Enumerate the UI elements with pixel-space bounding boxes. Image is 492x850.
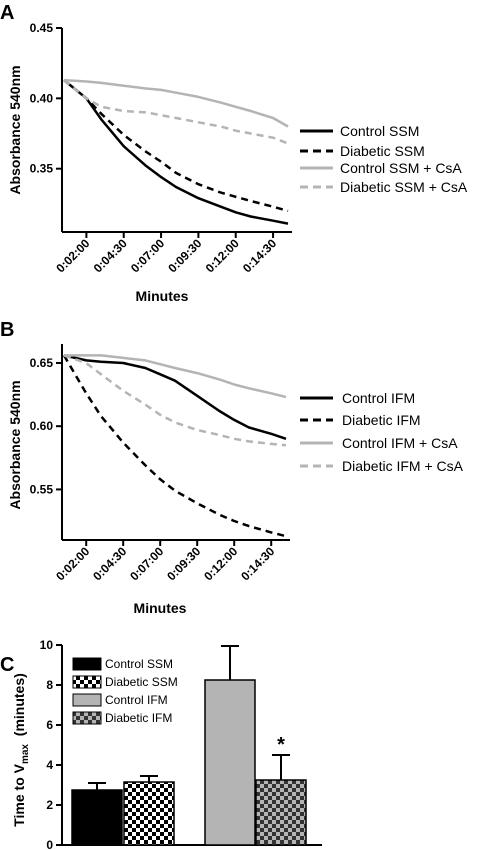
x-tick-label: 0:09:30 (164, 544, 203, 583)
legend-swatch-bar-diabetic-ssm (72, 675, 102, 689)
legend-label-diabetic-ifm: Diabetic IFM (342, 412, 421, 428)
panel-a-x-label: Minutes (136, 288, 189, 304)
panel-a-legend: Control SSM Diabetic SSM Control SSM + C… (300, 123, 468, 195)
x-tick-label: 0:04:30 (91, 236, 130, 275)
panel-a-y-label: Absorbance 540nm (7, 65, 23, 194)
legend-label-bar-control-ifm: Control IFM (105, 693, 168, 707)
series-line-diabetic-ssm-csa (63, 79, 289, 145)
significance-asterisk: * (277, 734, 285, 756)
panel-c: C Time to Vmax (minutes) 0 2 4 6 8 10 * Contr… (0, 638, 322, 850)
panel-a-letter: A (0, 2, 14, 24)
x-tick-label: 0:14:30 (238, 544, 277, 583)
panel-c-y-ticks: 0 2 4 6 8 10 (40, 638, 62, 850)
y-tick-label: 6 (46, 718, 53, 732)
x-tick-label: 0:04:30 (90, 544, 129, 583)
legend-label-bar-diabetic-ssm: Diabetic SSM (105, 675, 178, 689)
y-tick-label: 0.60 (30, 419, 54, 433)
panel-c-bars (71, 645, 307, 846)
y-tick-label: 4 (46, 758, 53, 772)
panel-b-y-ticks: 0.65 0.60 0.55 (30, 356, 62, 496)
legend-label-diabetic-ifm-csa: Diabetic IFM + CsA (342, 458, 464, 474)
x-tick-label: 0:07:00 (127, 544, 166, 583)
x-tick-label: 0:09:30 (165, 236, 204, 275)
panel-b-legend: Control IFM Diabetic IFM Control IFM + C… (300, 390, 464, 474)
panel-c-y-label-tail: (minutes) (11, 673, 27, 744)
legend-label-control-ifm-csa: Control IFM + CsA (342, 435, 458, 451)
y-tick-label: 0.55 (30, 482, 54, 496)
legend-label-bar-control-ssm: Control SSM (105, 657, 173, 671)
panel-b-x-label: Minutes (134, 600, 187, 616)
panel-c-y-label-sub: max (20, 744, 31, 764)
x-tick-label: 0:12:00 (201, 544, 240, 583)
series-line-control-ssm-csa (63, 78, 289, 128)
y-tick-label: 0.40 (30, 91, 54, 105)
panel-b-y-label: Absorbance 540nm (7, 380, 23, 509)
y-tick-label: 2 (46, 798, 53, 812)
legend-label-control-ssm-csa: Control SSM + CsA (340, 160, 462, 176)
y-tick-label: 8 (46, 678, 53, 692)
series-line-diabetic-ifm (62, 354, 287, 538)
panel-c-legend: Control SSM Diabetic SSM Control IFM Dia… (72, 657, 178, 725)
x-tick-label: 0:07:00 (128, 236, 167, 275)
legend-label-control-ifm: Control IFM (342, 390, 415, 406)
panel-b-letter: B (0, 319, 14, 341)
bar-control-ifm (204, 679, 256, 846)
legend-swatch-bar-diabetic-ifm (72, 711, 102, 725)
legend-label-diabetic-ssm-csa: Diabetic SSM + CsA (340, 179, 468, 195)
panel-c-letter: C (0, 654, 14, 676)
x-tick-label: 0:02:00 (53, 544, 92, 583)
x-tick-label: 0:02:00 (53, 236, 92, 275)
bar-diabetic-ssm (123, 781, 175, 846)
legend-label-diabetic-ssm: Diabetic SSM (340, 143, 425, 159)
series-line-diabetic-ifm-csa (63, 354, 287, 447)
panel-a: A Absorbance 540nm Minutes 0.450.400.35 … (0, 2, 468, 304)
panel-a-lines (63, 78, 289, 225)
panel-c-y-label-main: Time to V (11, 763, 27, 826)
y-tick-label: 0 (46, 838, 53, 850)
y-tick-label: 0.35 (30, 162, 54, 176)
legend-label-control-ssm: Control SSM (340, 123, 419, 139)
x-tick-label: 0:12:00 (203, 236, 242, 275)
legend-swatch-bar-control-ssm (72, 657, 102, 671)
bar-control-ssm (71, 789, 123, 846)
series-line-diabetic-ssm (63, 79, 289, 213)
panel-b-lines (62, 354, 287, 538)
panel-b-x-ticks: 0:02:000:04:300:07:000:09:300:12:000:14:… (53, 540, 278, 583)
panel-c-y-label: Time to Vmax (minutes) (11, 673, 31, 827)
y-tick-label: 0.65 (30, 356, 54, 370)
panel-a-x-ticks: 0:02:000:04:300:07:000:09:300:12:000:14:… (53, 232, 279, 275)
legend-label-bar-diabetic-ifm: Diabetic IFM (105, 711, 172, 725)
series-line-control-ifm (63, 354, 287, 440)
panel-b: B Absorbance 540nm Minutes 0.650.600.55 … (0, 319, 464, 616)
x-tick-label: 0:14:30 (240, 236, 279, 275)
panel-a-y-ticks: 0.45 0.40 0.35 (30, 21, 62, 176)
y-tick-label: 0.45 (30, 21, 54, 35)
series-line-control-ifm-csa (64, 354, 287, 399)
series-line-control-ssm (63, 79, 289, 225)
legend-swatch-bar-control-ifm (72, 693, 102, 707)
y-tick-label: 10 (40, 638, 54, 652)
bar-diabetic-ifm (255, 779, 307, 846)
